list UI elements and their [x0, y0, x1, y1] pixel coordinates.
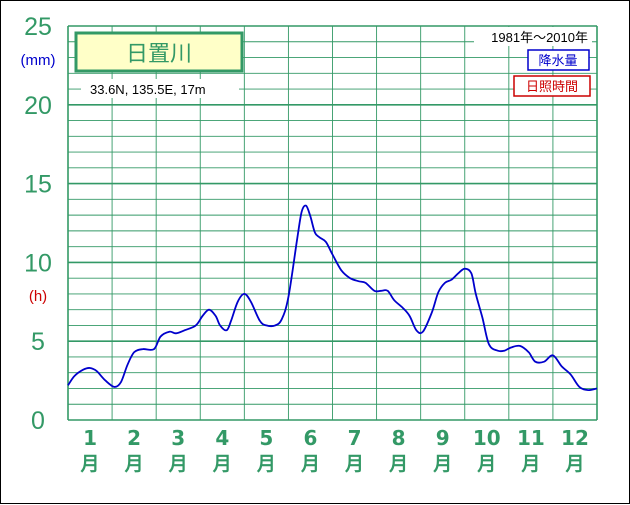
y-tick-label: 15 — [24, 171, 52, 199]
x-tick-month-number: 3 — [171, 426, 185, 450]
legend-precip-label: 降水量 — [538, 54, 577, 69]
x-tick-month-number: 11 — [517, 426, 545, 450]
location-label: 33.6N, 135.5E, 17m — [90, 82, 206, 97]
y-tick-label: 5 — [31, 328, 45, 356]
x-tick-month-unit: 月 — [300, 453, 320, 475]
y-tick-label: 25 — [24, 13, 52, 41]
x-tick-month-unit: 月 — [564, 453, 584, 475]
x-tick-month-unit: 月 — [212, 453, 232, 475]
y-tick-label: 20 — [24, 92, 52, 120]
legend-precip-box — [527, 49, 590, 71]
x-tick-month-number: 5 — [259, 426, 273, 450]
x-tick-month-number: 6 — [303, 426, 317, 450]
x-tick-month-unit: 月 — [256, 453, 276, 475]
x-tick-month-number: 4 — [215, 426, 229, 450]
chart-title: 日置川 — [126, 42, 192, 67]
x-tick-month-number: 12 — [561, 426, 589, 450]
x-tick-month-number: 8 — [392, 426, 406, 450]
sunshine-unit-label: (h) — [29, 288, 47, 305]
period-label: 1981年～2010年 — [491, 30, 588, 45]
y-tick-labels: 0 5 10 15 20 25 — [24, 13, 52, 435]
y-tick-label: 10 — [24, 249, 52, 277]
x-tick-month-number: 10 — [473, 426, 501, 450]
series-layer — [67, 204, 598, 392]
y-tick-label: 0 — [31, 407, 45, 435]
x-tick-month-unit: 月 — [432, 453, 452, 475]
x-tick-month-number: 7 — [348, 426, 362, 450]
x-tick-month-unit: 月 — [476, 453, 496, 475]
x-tick-month-number: 9 — [436, 426, 450, 450]
x-tick-month-unit: 月 — [520, 453, 540, 475]
plot-grid — [67, 25, 598, 421]
location-box — [81, 79, 239, 98]
x-tick-month-number: 1 — [83, 426, 97, 450]
legend-sunshine-box — [513, 75, 591, 97]
x-tick-month-unit: 月 — [124, 453, 144, 475]
x-tick-month-number: 2 — [127, 426, 141, 450]
x-tick-month-unit: 月 — [168, 453, 188, 475]
title-box — [74, 31, 244, 73]
period-box — [474, 27, 592, 46]
series-line-precipitation — [67, 204, 598, 392]
precip-unit-label: (mm) — [21, 52, 56, 69]
x-tick-labels: 1 月 2 月 3 月 4 月 5 月 6 月 7 月 8 月 9 月 10 月 11 月 12 月 — [80, 426, 589, 475]
legend-sunshine-label: 日照時間 — [526, 80, 578, 95]
x-tick-month-unit: 月 — [80, 453, 100, 475]
x-tick-month-unit: 月 — [344, 453, 364, 475]
x-tick-month-unit: 月 — [388, 453, 408, 475]
